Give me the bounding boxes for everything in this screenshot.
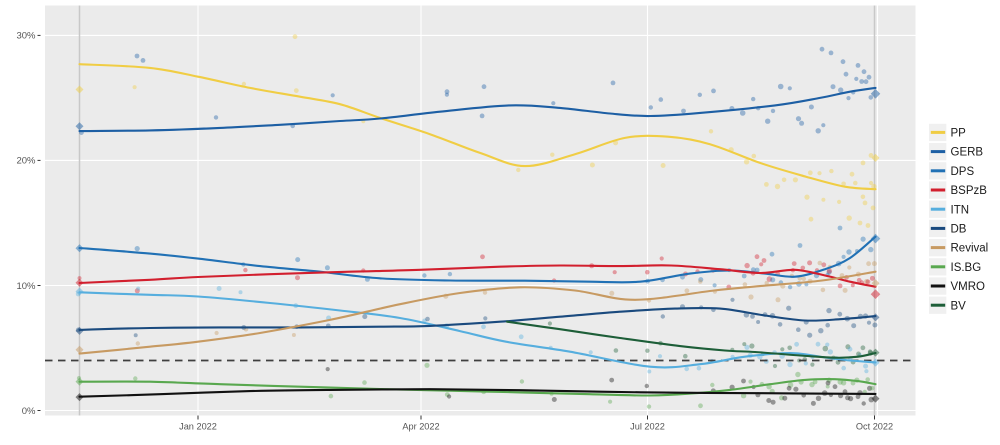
svg-text:30%: 30% (16, 31, 36, 42)
svg-text:BSPzB: BSPzB (951, 185, 988, 197)
svg-text:PP: PP (951, 128, 967, 140)
svg-text:GERB: GERB (951, 147, 984, 159)
svg-text:Apr 2022: Apr 2022 (402, 422, 439, 432)
svg-text:DB: DB (951, 224, 967, 236)
svg-text:DPS: DPS (951, 166, 975, 178)
svg-text:Revival: Revival (951, 243, 989, 255)
svg-text:0%: 0% (22, 406, 36, 417)
svg-text:Oct 2022: Oct 2022 (856, 422, 893, 432)
svg-text:Jan 2022: Jan 2022 (179, 422, 217, 432)
svg-text:10%: 10% (16, 281, 36, 292)
svg-text:Jul 2022: Jul 2022 (630, 422, 665, 432)
svg-text:BV: BV (951, 300, 967, 312)
svg-text:20%: 20% (16, 156, 36, 167)
svg-text:ITN: ITN (951, 204, 970, 216)
svg-text:IS.BG: IS.BG (951, 262, 982, 274)
svg-text:VMRO: VMRO (951, 281, 986, 293)
